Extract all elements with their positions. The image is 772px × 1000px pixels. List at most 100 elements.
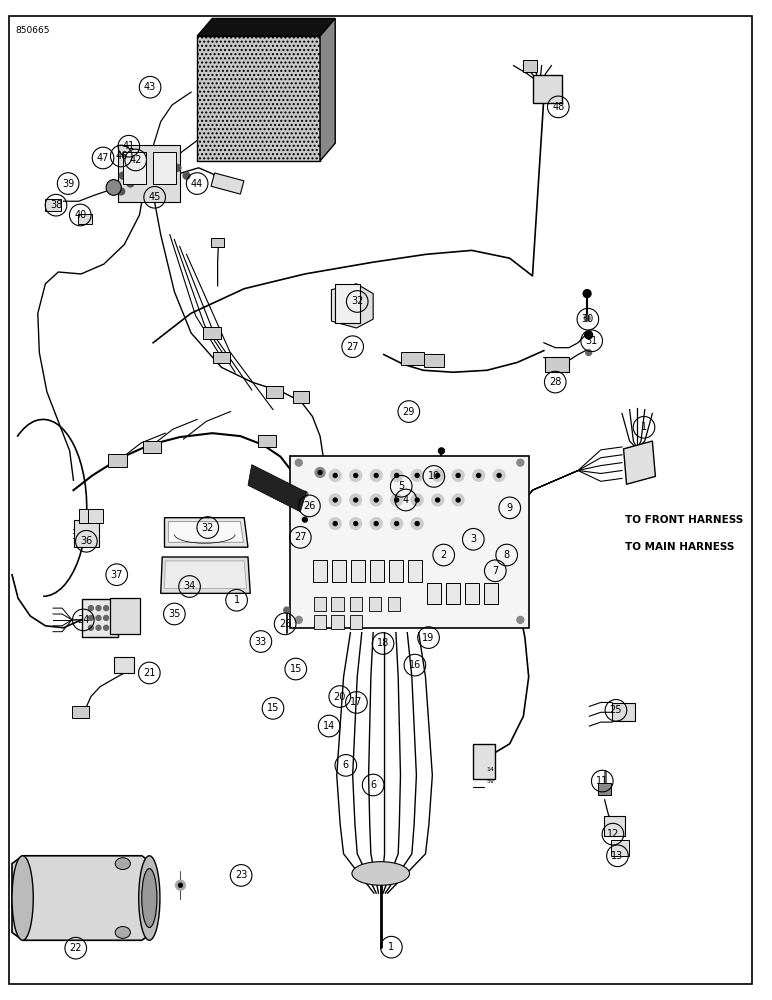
Circle shape	[96, 625, 101, 630]
Text: 39: 39	[62, 179, 74, 189]
Circle shape	[120, 172, 127, 179]
Text: 26: 26	[279, 619, 291, 629]
Bar	[72, 706, 89, 718]
Text: 29: 29	[403, 407, 415, 417]
Text: 22: 22	[69, 943, 82, 953]
Text: 28: 28	[549, 377, 561, 387]
Bar	[143, 441, 161, 453]
Text: 47: 47	[96, 153, 110, 163]
Circle shape	[334, 473, 337, 477]
Circle shape	[374, 522, 378, 526]
Circle shape	[89, 606, 93, 611]
Circle shape	[432, 470, 444, 481]
Bar	[389, 560, 403, 582]
Bar	[611, 840, 629, 856]
Text: 2: 2	[441, 550, 447, 560]
Bar	[74, 520, 99, 547]
Bar	[408, 560, 422, 582]
Polygon shape	[164, 561, 246, 588]
Circle shape	[175, 880, 185, 890]
Circle shape	[394, 522, 398, 526]
Circle shape	[374, 473, 378, 477]
Polygon shape	[624, 441, 655, 484]
Text: 40: 40	[74, 210, 86, 220]
Circle shape	[111, 625, 116, 630]
Ellipse shape	[106, 180, 121, 195]
Circle shape	[296, 459, 303, 466]
Ellipse shape	[352, 862, 410, 885]
Polygon shape	[197, 36, 320, 161]
Circle shape	[303, 517, 307, 522]
Text: 5V: 5V	[486, 779, 495, 784]
Text: 23: 23	[235, 870, 247, 880]
Text: 45: 45	[148, 192, 161, 202]
Text: 6: 6	[370, 780, 376, 790]
Text: 36: 36	[80, 536, 93, 546]
Circle shape	[103, 606, 109, 611]
Text: 35: 35	[168, 609, 181, 619]
Circle shape	[371, 494, 382, 506]
Circle shape	[330, 470, 341, 481]
Text: 24: 24	[77, 615, 90, 625]
Text: 38: 38	[50, 200, 62, 210]
Bar	[388, 597, 400, 611]
Bar	[350, 615, 362, 629]
Circle shape	[302, 491, 308, 497]
Bar	[211, 173, 244, 194]
Circle shape	[452, 494, 464, 506]
Circle shape	[432, 494, 444, 506]
Bar	[123, 152, 146, 184]
Text: 12: 12	[607, 829, 619, 839]
Text: 850665: 850665	[15, 26, 49, 35]
Circle shape	[334, 498, 337, 502]
Circle shape	[330, 494, 341, 506]
Circle shape	[284, 607, 290, 613]
Text: 1: 1	[233, 595, 239, 605]
Text: 30: 30	[582, 314, 594, 324]
Bar	[211, 238, 225, 247]
Bar	[523, 60, 537, 72]
Circle shape	[394, 498, 398, 502]
Bar	[108, 454, 127, 467]
Text: 14: 14	[487, 767, 495, 772]
Circle shape	[497, 473, 501, 477]
Circle shape	[476, 473, 481, 477]
Text: TO FRONT HARNESS: TO FRONT HARNESS	[625, 515, 743, 525]
Circle shape	[435, 473, 439, 477]
Circle shape	[296, 616, 303, 623]
Text: 9: 9	[506, 503, 513, 513]
Text: 43: 43	[144, 82, 156, 92]
Text: 25: 25	[610, 705, 622, 715]
Circle shape	[435, 498, 439, 502]
Circle shape	[334, 522, 337, 526]
Text: 10: 10	[428, 471, 440, 481]
Text: 20: 20	[334, 692, 346, 702]
Text: 16: 16	[408, 660, 421, 670]
Bar	[314, 597, 326, 611]
Text: 7: 7	[493, 566, 499, 576]
Circle shape	[456, 498, 460, 502]
Ellipse shape	[115, 858, 130, 870]
Text: 42: 42	[130, 155, 142, 165]
Bar	[213, 352, 230, 363]
Text: 34: 34	[184, 581, 195, 591]
Text: 33: 33	[255, 637, 267, 647]
Text: 48: 48	[552, 102, 564, 112]
Bar	[45, 199, 61, 211]
Circle shape	[415, 522, 419, 526]
Text: 37: 37	[110, 570, 123, 580]
Circle shape	[374, 498, 378, 502]
Circle shape	[330, 518, 341, 529]
Circle shape	[411, 494, 423, 506]
Text: 19: 19	[422, 633, 435, 643]
Circle shape	[96, 606, 101, 611]
Circle shape	[452, 470, 464, 481]
Text: 44: 44	[191, 179, 203, 189]
Bar	[78, 214, 92, 224]
Circle shape	[89, 625, 93, 630]
Bar	[484, 583, 498, 604]
Circle shape	[415, 498, 419, 502]
Circle shape	[350, 518, 361, 529]
Bar	[401, 352, 424, 365]
Text: TO MAIN HARNESS: TO MAIN HARNESS	[625, 542, 734, 552]
